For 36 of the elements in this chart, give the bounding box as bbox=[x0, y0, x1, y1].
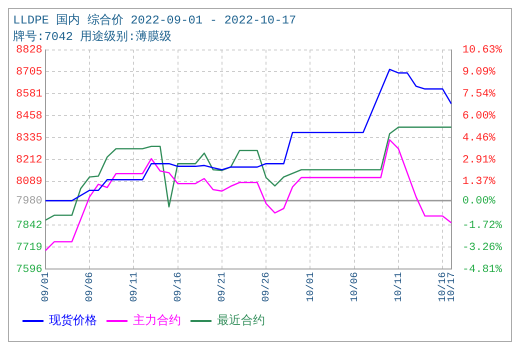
x-tick-label: 09/11 bbox=[128, 272, 140, 302]
chart-title: LLDPE 国内 综合价 2022-09-01 - 2022-10-17 bbox=[13, 12, 296, 28]
y2-tick-label: 2.91% bbox=[462, 154, 496, 166]
y2-tick-label: 1.37% bbox=[462, 176, 496, 188]
y-tick-label: 8335 bbox=[16, 132, 42, 144]
x-tick-label: 09/26 bbox=[260, 272, 273, 302]
y-tick-label: 7980 bbox=[16, 196, 42, 208]
chart-subtitle: 牌号:7042 用途级别:薄膜级 bbox=[13, 30, 172, 44]
x-tick-label: 09/21 bbox=[216, 272, 229, 302]
y2-tick-label: 0.00% bbox=[462, 196, 496, 208]
y2-tick-label: 10.63% bbox=[462, 44, 502, 57]
x-tick-label: 10/01 bbox=[304, 272, 317, 302]
legend-label: 主力合约 bbox=[133, 313, 181, 328]
y-tick-label: 8581 bbox=[16, 88, 43, 101]
y-tick-label: 7719 bbox=[16, 242, 42, 254]
y-tick-label: 7842 bbox=[16, 220, 42, 232]
y-tick-label: 8828 bbox=[16, 44, 42, 57]
y2-tick-label: 9.09% bbox=[462, 66, 496, 79]
x-tick-label: 09/16 bbox=[172, 272, 184, 302]
y2-tick-label: 7.54% bbox=[462, 88, 496, 101]
y-tick-label: 8212 bbox=[16, 154, 42, 166]
y2-tick-label: -1.72% bbox=[462, 220, 502, 232]
y2-tick-label: -4.81% bbox=[462, 264, 502, 276]
legend-label: 最近合约 bbox=[217, 314, 265, 328]
y-tick-label: 8089 bbox=[16, 176, 42, 188]
y2-tick-label: -3.26% bbox=[462, 242, 502, 254]
x-tick-label: 10/11 bbox=[393, 272, 406, 302]
y-tick-label: 8705 bbox=[16, 66, 42, 79]
legend-label: 现货价格 bbox=[49, 314, 97, 328]
x-tick-label: 09/06 bbox=[84, 272, 96, 302]
y2-tick-label: 4.46% bbox=[462, 132, 496, 144]
y2-tick-label: 6.00% bbox=[462, 110, 496, 122]
x-tick-label: 09/01 bbox=[40, 272, 52, 302]
x-tick-label: 10/06 bbox=[348, 272, 361, 302]
y-tick-label: 8458 bbox=[16, 110, 42, 123]
y-tick-label: 7596 bbox=[16, 264, 42, 276]
